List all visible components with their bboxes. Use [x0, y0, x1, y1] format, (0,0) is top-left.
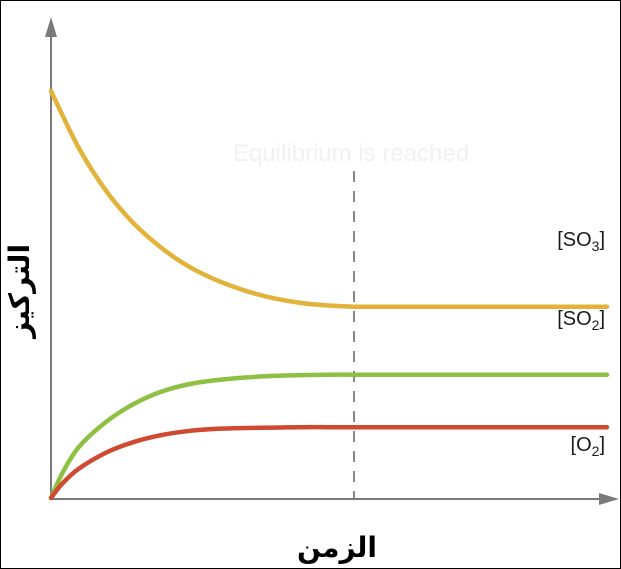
series-line-so3	[48, 88, 610, 310]
y-axis-title: التركيز	[3, 244, 36, 340]
axes	[45, 17, 619, 505]
series-curves	[48, 88, 610, 501]
equilibrium-annotation: Equilibrium is reached	[233, 140, 469, 167]
series-label-o2: [O2]	[571, 434, 605, 459]
series-label-so2: [SO2]	[557, 308, 605, 333]
series-line-o2	[48, 424, 610, 501]
series-label-so3: [SO3]	[557, 229, 605, 254]
x-axis-title: الزمن	[297, 531, 377, 564]
x-axis-arrow-icon	[599, 493, 619, 505]
series-line-so2	[48, 372, 610, 501]
y-axis-arrow-icon	[45, 17, 57, 37]
series-labels: [SO3] [SO2] [O2]	[557, 229, 605, 459]
